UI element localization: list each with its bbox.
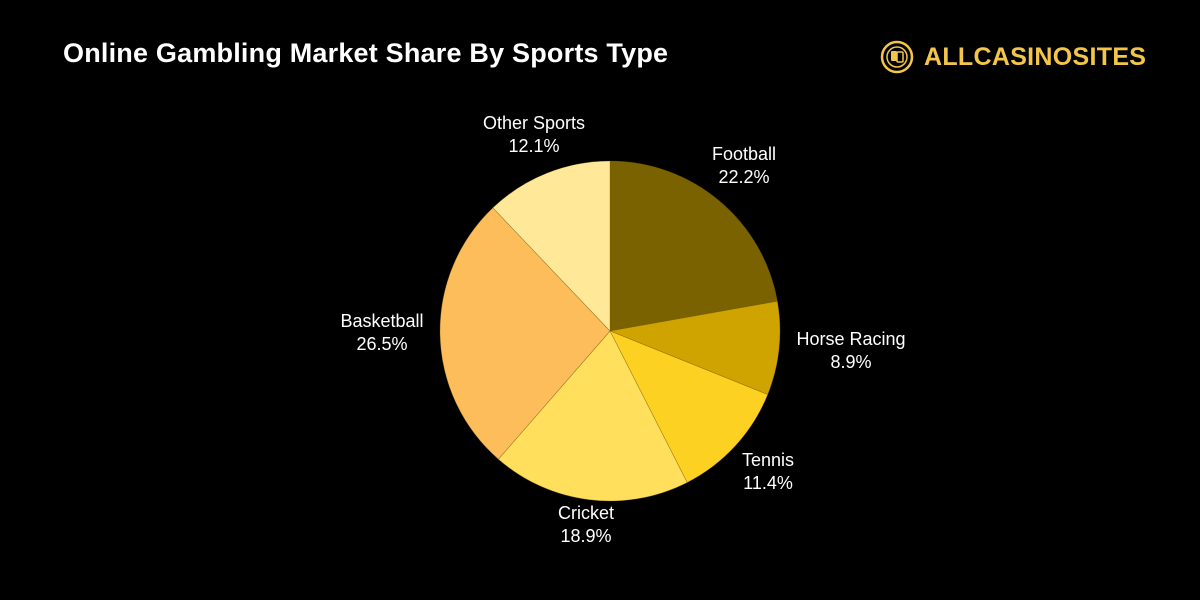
pie-slice-football [609,160,778,332]
slice-value: 8.9% [830,352,871,372]
brand-name: ALLCASINOSITES [924,42,1147,71]
pie-slice-other-sports [492,160,611,332]
pie-slice-tennis [609,330,769,483]
pie-labels: Football 22.2% Horse Racing 8.9% Tennis 11.4%… [340,113,905,546]
slice-label: Football [712,144,776,164]
slice-value: 22.2% [718,167,769,187]
chart-title: Online Gambling Market Share By Sports T… [63,38,669,68]
pie-slices [439,160,781,502]
casino-chip-icon [880,40,914,74]
pie-slice-basketball [439,207,611,460]
slice-value: 11.4% [743,473,793,493]
slice-label: Tennis [742,450,794,470]
slice-label: Horse Racing [796,329,905,349]
pie-slice-horse-racing [608,300,781,395]
slice-value: 18.9% [560,526,611,546]
slice-value: 12.1% [508,136,559,156]
slice-label: Basketball [340,311,423,331]
slice-value: 26.5% [356,334,407,354]
slice-label: Other Sports [483,113,585,133]
brand-logo: ALLCASINOSITES [880,40,1146,74]
slice-label: Cricket [558,503,614,523]
pie-slice-cricket [497,330,688,502]
